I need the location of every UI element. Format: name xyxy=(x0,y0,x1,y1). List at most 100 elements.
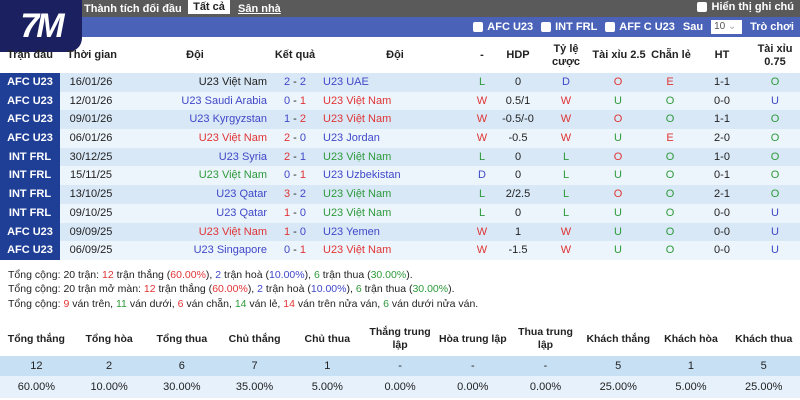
match-table: AFC U23 16/01/26 U23 Việt Nam 2 - 2 U23 … xyxy=(0,73,800,260)
home-team[interactable]: U23 Việt Nam xyxy=(198,225,267,238)
over-under-075: O xyxy=(770,169,780,182)
league[interactable]: INT FRL xyxy=(0,147,60,167)
games-label: Trò chơi xyxy=(750,21,794,33)
away-team[interactable]: U23 Jordan xyxy=(323,132,380,145)
home-team[interactable]: U23 Saudi Arabia xyxy=(181,94,267,107)
odds: W xyxy=(560,132,572,145)
over-under: U xyxy=(614,244,622,257)
stat-header: Tổng hòa xyxy=(85,332,133,345)
home-team[interactable]: U23 Việt Nam xyxy=(198,76,267,88)
stat-percent: 5.00% xyxy=(675,381,707,393)
filter-aff-c-u23[interactable]: AFF C U23 xyxy=(605,21,675,33)
league[interactable]: AFC U23 xyxy=(0,222,60,242)
home-team[interactable]: U23 Việt Nam xyxy=(198,169,267,182)
table-row[interactable]: AFC U23 09/01/26 U23 Kyrgyzstan 1 - 2 U2… xyxy=(0,110,800,130)
score[interactable]: 0 - 1 xyxy=(283,244,307,257)
score[interactable]: 2 - 2 xyxy=(283,76,307,88)
league[interactable]: INT FRL xyxy=(0,185,60,204)
date: 15/11/25 xyxy=(69,169,113,182)
count-select[interactable]: 10 ⌄ xyxy=(711,20,743,34)
score[interactable]: 1 - 2 xyxy=(283,113,307,126)
away-team[interactable]: U23 Việt Nam xyxy=(323,150,392,163)
score[interactable]: 2 - 1 xyxy=(283,150,307,163)
over-under: U xyxy=(614,169,622,182)
summary-line: Tổng cộng: 9 ván trên, 11 ván dưới, 6 vá… xyxy=(8,297,479,310)
odd-even: O xyxy=(665,150,675,163)
date: 06/01/26 xyxy=(69,132,113,145)
home-team[interactable]: U23 Qatar xyxy=(216,206,267,219)
table-row[interactable]: AFC U23 06/01/26 U23 Việt Nam 2 - 0 U23 … xyxy=(0,129,800,148)
score[interactable]: 0 - 1 xyxy=(283,169,307,182)
over-under-075: U xyxy=(771,225,779,238)
league[interactable]: INT FRL xyxy=(0,203,60,223)
filter-int-frl[interactable]: INT FRL xyxy=(541,21,597,33)
home-team[interactable]: U23 Việt Nam xyxy=(198,132,267,145)
hdp: 0 xyxy=(514,169,522,182)
table-row[interactable]: INT FRL 30/12/25 U23 Syria 2 - 1 U23 Việ… xyxy=(0,147,800,167)
league[interactable]: AFC U23 xyxy=(0,129,60,148)
league[interactable]: AFC U23 xyxy=(0,110,60,130)
score[interactable]: 0 - 1 xyxy=(283,94,307,107)
stat-count: 5 xyxy=(760,360,767,372)
over-under-075: U xyxy=(771,206,779,219)
over-under-075: O xyxy=(770,76,780,88)
league[interactable]: INT FRL xyxy=(0,166,60,186)
over-under-075: O xyxy=(770,188,780,201)
score[interactable]: 1 - 0 xyxy=(283,206,307,219)
table-row[interactable]: AFC U23 06/09/25 U23 Singapore 0 - 1 U23… xyxy=(0,241,800,260)
result: W xyxy=(476,225,488,238)
tab-home[interactable]: Sân nhà xyxy=(238,2,281,15)
table-row[interactable]: AFC U23 09/09/25 U23 Việt Nam 1 - 0 U23 … xyxy=(0,222,800,242)
home-team[interactable]: U23 Qatar xyxy=(216,188,267,201)
stat-count: 1 xyxy=(687,360,695,372)
tab-all[interactable]: Tất cả xyxy=(188,0,230,14)
odd-even: O xyxy=(665,244,675,257)
col-ht: HT xyxy=(714,49,730,61)
away-team[interactable]: U23 Uzbekistan xyxy=(323,169,401,182)
score[interactable]: 1 - 0 xyxy=(283,225,307,238)
away-team[interactable]: U23 Việt Nam xyxy=(323,94,392,107)
score[interactable]: 3 - 2 xyxy=(283,188,307,201)
result: D xyxy=(478,169,486,182)
away-team[interactable]: U23 Việt Nam xyxy=(323,188,392,201)
away-team[interactable]: U23 Việt Nam xyxy=(323,244,392,257)
summary: Tổng cộng: 20 trận: 12 trận thắng (60.00… xyxy=(8,268,478,311)
odd-even: O xyxy=(665,113,675,126)
home-team[interactable]: U23 Syria xyxy=(218,150,267,163)
table-row[interactable]: INT FRL 13/10/25 U23 Qatar 3 - 2 U23 Việ… xyxy=(0,185,800,204)
away-team[interactable]: U23 Việt Nam xyxy=(323,206,392,219)
col-oddeven: Chẵn lẻ xyxy=(651,49,691,61)
filter-afc-u23[interactable]: AFC U23 xyxy=(473,21,533,33)
checkbox[interactable] xyxy=(696,2,707,12)
col-time: Thời gian xyxy=(67,49,117,61)
over-under-075: U xyxy=(771,244,779,257)
result: L xyxy=(478,76,486,88)
table-row[interactable]: AFC U23 12/01/26 U23 Saudi Arabia 0 - 1 … xyxy=(0,91,800,111)
home-team[interactable]: U23 Singapore xyxy=(193,244,267,257)
result: L xyxy=(478,188,486,201)
odd-even: E xyxy=(666,76,674,88)
over-under: U xyxy=(614,94,622,107)
col-dash: - xyxy=(480,49,484,61)
odds: W xyxy=(560,244,572,257)
league[interactable]: AFC U23 xyxy=(0,241,60,260)
away-team[interactable]: U23 Việt Nam xyxy=(323,113,392,126)
home-team[interactable]: U23 Kyrgyzstan xyxy=(189,113,267,126)
score[interactable]: 2 - 0 xyxy=(283,132,307,145)
show-notes-toggle[interactable]: Hiển thị ghi chú xyxy=(696,0,794,14)
away-team[interactable]: U23 Yemen xyxy=(323,225,380,238)
stats-table: Tổng thắng Tổng hòa Tổng thua Chủ thắng Chủ … xyxy=(0,322,800,398)
league[interactable]: AFC U23 xyxy=(0,73,60,92)
stat-header: Tổng thắng xyxy=(7,332,65,345)
odds: L xyxy=(562,150,570,163)
over-under: O xyxy=(613,150,623,163)
league[interactable]: AFC U23 xyxy=(0,91,60,111)
away-team[interactable]: U23 UAE xyxy=(323,76,369,88)
odds: W xyxy=(560,225,572,238)
hdp: 1 xyxy=(514,225,522,238)
table-row[interactable]: AFC U23 16/01/26 U23 Việt Nam 2 - 2 U23 … xyxy=(0,73,800,92)
table-row[interactable]: INT FRL 15/11/25 U23 Việt Nam 0 - 1 U23 … xyxy=(0,166,800,186)
over-under-075: U xyxy=(771,94,779,107)
odds: W xyxy=(560,94,572,107)
table-row[interactable]: INT FRL 09/10/25 U23 Qatar 1 - 0 U23 Việ… xyxy=(0,203,800,223)
